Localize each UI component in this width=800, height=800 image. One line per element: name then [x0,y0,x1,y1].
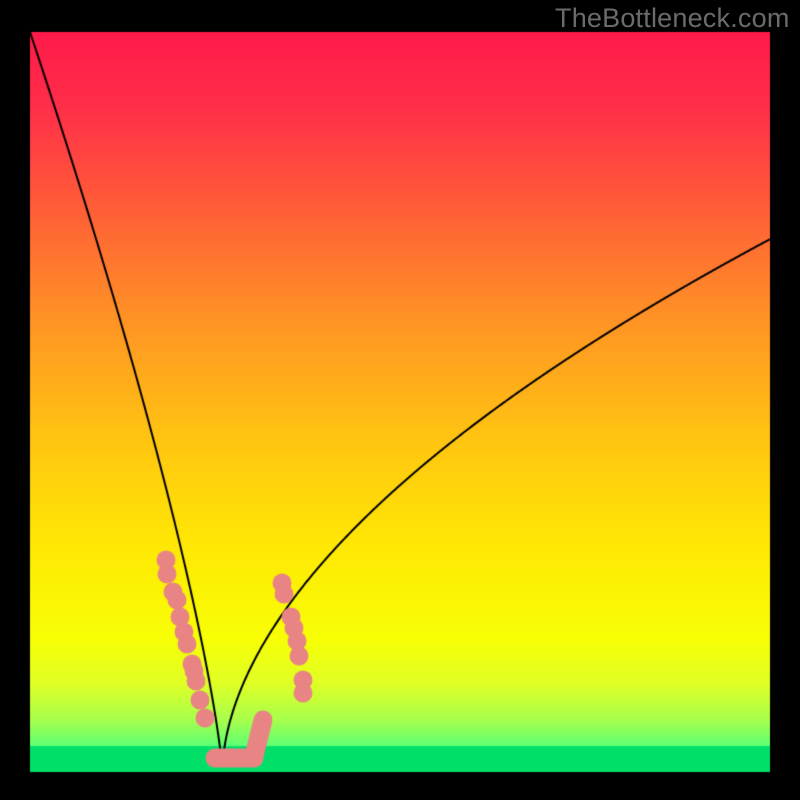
bottleneck-chart-canvas [0,0,800,800]
watermark-text: TheBottleneck.com [555,3,790,34]
chart-stage: TheBottleneck.com [0,0,800,800]
